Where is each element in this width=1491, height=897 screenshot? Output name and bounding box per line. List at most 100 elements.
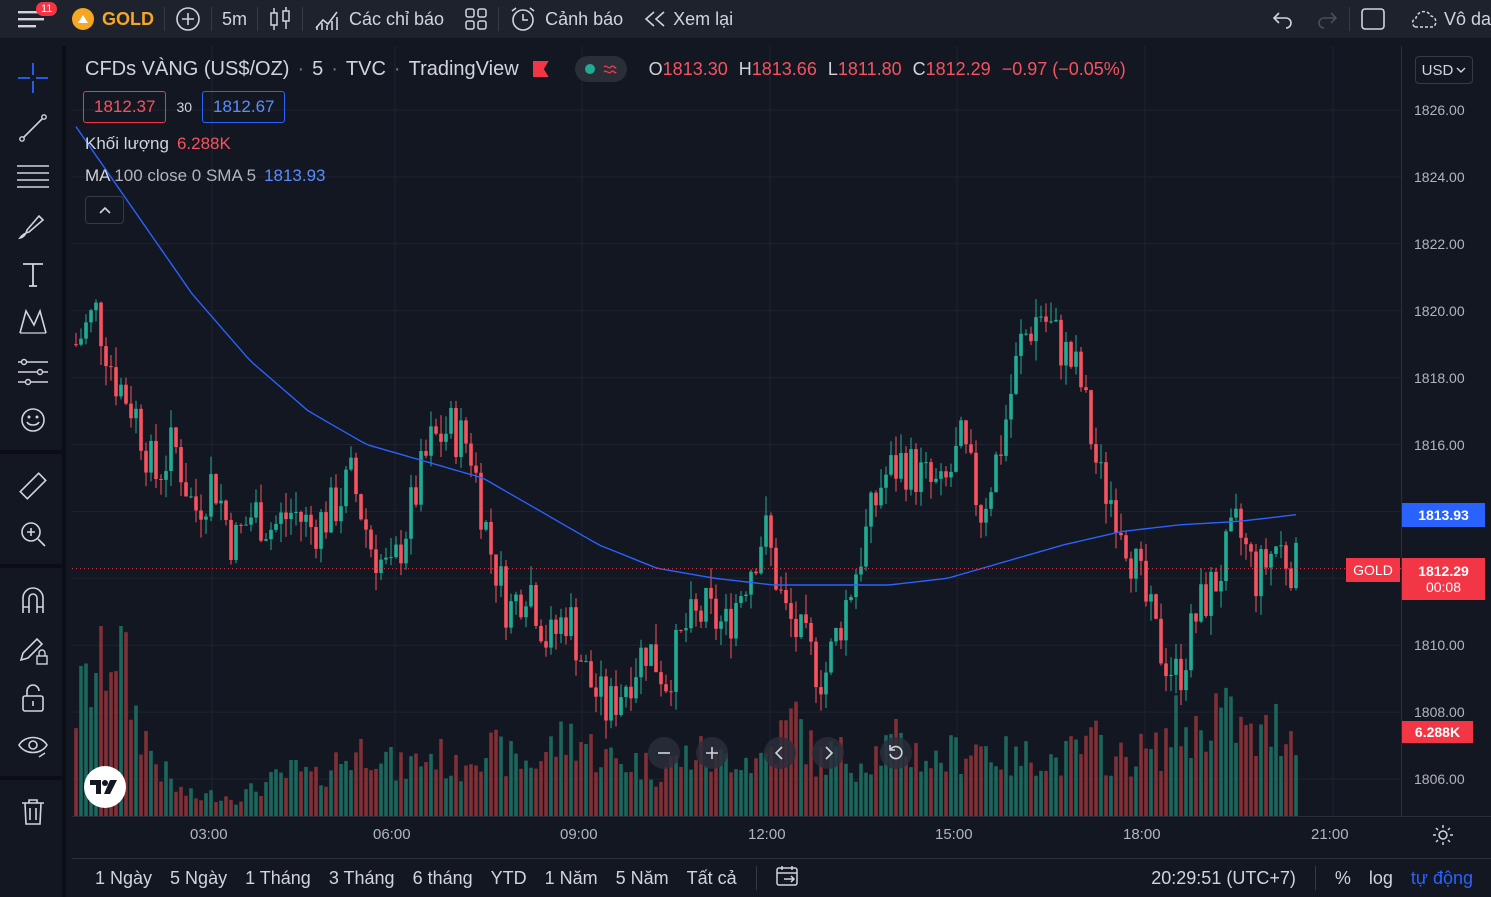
candle-body — [374, 549, 378, 574]
hamburger-icon — [18, 11, 44, 28]
emoji-tool[interactable] — [13, 400, 53, 440]
lock-all-tool[interactable] — [13, 678, 53, 718]
volume-bar — [164, 761, 168, 816]
crosshair-tool[interactable] — [13, 58, 53, 98]
chart-settings-button[interactable] — [1432, 824, 1454, 851]
interval-button[interactable]: 5m — [222, 8, 248, 29]
candle-body — [939, 471, 943, 479]
scroll-right-button[interactable] — [812, 737, 844, 769]
price-tick-label: 1810.00 — [1414, 637, 1465, 654]
tradingview-logo[interactable] — [84, 766, 126, 808]
undo-button[interactable] — [1261, 2, 1305, 36]
price-chart[interactable] — [72, 46, 1401, 816]
candle-body — [574, 607, 578, 661]
range-ytd[interactable]: YTD — [490, 867, 527, 888]
volume-bar — [629, 771, 633, 816]
collapse-legend-button[interactable] — [85, 196, 124, 224]
lock-drawing-tool[interactable] — [13, 630, 53, 670]
zoom-tool[interactable] — [13, 514, 53, 554]
range-5-days[interactable]: 5 Ngày — [170, 867, 228, 888]
time-axis[interactable] — [72, 816, 1491, 856]
zoom-in-button[interactable] — [696, 737, 728, 769]
currency-selector[interactable]: USD — [1415, 56, 1473, 84]
save-layout-button[interactable]: Vô da — [1396, 2, 1491, 36]
candle-body — [529, 585, 533, 607]
volume-bar — [89, 707, 93, 816]
replay-label: Xem lại — [673, 8, 734, 29]
scroll-left-button[interactable] — [764, 737, 796, 769]
candle-body — [1249, 544, 1253, 552]
volume-bar — [299, 771, 303, 816]
templates-button[interactable] — [454, 2, 498, 36]
alerts-button[interactable]: Cảnh báo — [499, 2, 633, 36]
range-all[interactable]: Tất cả — [686, 867, 737, 888]
percent-toggle[interactable]: % — [1334, 867, 1351, 888]
volume-indicator-legend[interactable]: Khối lượng 6.288K — [85, 134, 231, 154]
symbol-search-button[interactable]: GOLD — [62, 2, 164, 36]
go-to-date-button[interactable] — [767, 865, 809, 892]
range-1-month[interactable]: 1 Tháng — [245, 867, 311, 888]
candle-body — [329, 487, 333, 533]
candle-body — [914, 449, 918, 492]
compare-button[interactable] — [165, 2, 211, 36]
volume-bar — [1129, 776, 1133, 816]
volume-bar — [139, 754, 143, 816]
flag-icon[interactable] — [532, 61, 549, 77]
auto-scale-toggle[interactable]: tự động — [1410, 867, 1473, 888]
trend-line-tool[interactable] — [13, 108, 53, 148]
volume-bar — [229, 799, 233, 816]
volume-bar — [869, 774, 873, 816]
trend-line-icon — [19, 114, 47, 142]
indicators-button[interactable]: Các chỉ báo — [303, 2, 454, 36]
candle-body — [619, 697, 623, 715]
fib-tool[interactable] — [13, 156, 53, 196]
time-tick-label: 15:00 — [935, 826, 973, 843]
magnet-tool[interactable] — [13, 580, 53, 620]
volume-bar — [1094, 720, 1098, 816]
range-3-months[interactable]: 3 Tháng — [328, 867, 395, 888]
prediction-tool[interactable] — [13, 352, 53, 392]
volume-bar — [1244, 725, 1248, 816]
sell-button[interactable]: 1812.37 — [83, 91, 167, 123]
range-1-day[interactable]: 1 Ngày — [95, 867, 153, 888]
layout-button[interactable] — [1350, 2, 1396, 36]
toolbar-divider — [164, 7, 165, 31]
pattern-tool[interactable] — [13, 302, 53, 342]
main-menu-button[interactable]: 11 — [0, 2, 62, 36]
log-toggle[interactable]: log — [1368, 867, 1393, 888]
volume-bar — [754, 758, 758, 816]
volume-bar — [389, 747, 393, 816]
zoom-out-button[interactable] — [648, 737, 680, 769]
volume-bar — [574, 760, 578, 816]
volume-bar — [414, 753, 418, 816]
market-status[interactable] — [574, 56, 627, 82]
candle-body — [184, 482, 188, 497]
volume-bar — [1189, 758, 1193, 816]
ma-indicator-legend[interactable]: MA 100 close 0 SMA 5 1813.93 — [85, 166, 326, 186]
text-tool[interactable] — [13, 254, 53, 294]
redo-button[interactable] — [1305, 2, 1349, 36]
clock-timezone[interactable]: 20:29:51 (UTC+7) — [1151, 867, 1296, 888]
candle-body — [1274, 546, 1278, 554]
buy-button[interactable]: 1812.67 — [202, 91, 286, 123]
legend-title[interactable]: CFDs VÀNG (US$/OZ) — [85, 57, 290, 80]
candle-body — [164, 471, 168, 480]
volume-bar — [1214, 693, 1218, 816]
volume-bar — [1109, 775, 1113, 816]
remove-drawings-tool[interactable] — [13, 792, 53, 832]
ruler-tool[interactable] — [13, 466, 53, 506]
toolbar-divider — [257, 7, 259, 31]
brush-tool[interactable] — [13, 206, 53, 246]
range-6-months[interactable]: 6 tháng — [412, 867, 473, 888]
candle-body — [1264, 549, 1268, 568]
price-axis[interactable] — [1401, 46, 1491, 816]
volume-bar — [1174, 695, 1178, 816]
replay-button[interactable]: Xem lại — [633, 2, 743, 36]
chart-type-button[interactable] — [258, 2, 302, 36]
range-5-years[interactable]: 5 Năm — [615, 867, 669, 888]
hide-drawings-tool[interactable] — [13, 726, 53, 766]
reset-chart-button[interactable] — [880, 737, 912, 769]
chart-pane[interactable] — [72, 46, 1401, 816]
candle-body — [89, 310, 93, 323]
range-1-year[interactable]: 1 Năm — [544, 867, 598, 888]
